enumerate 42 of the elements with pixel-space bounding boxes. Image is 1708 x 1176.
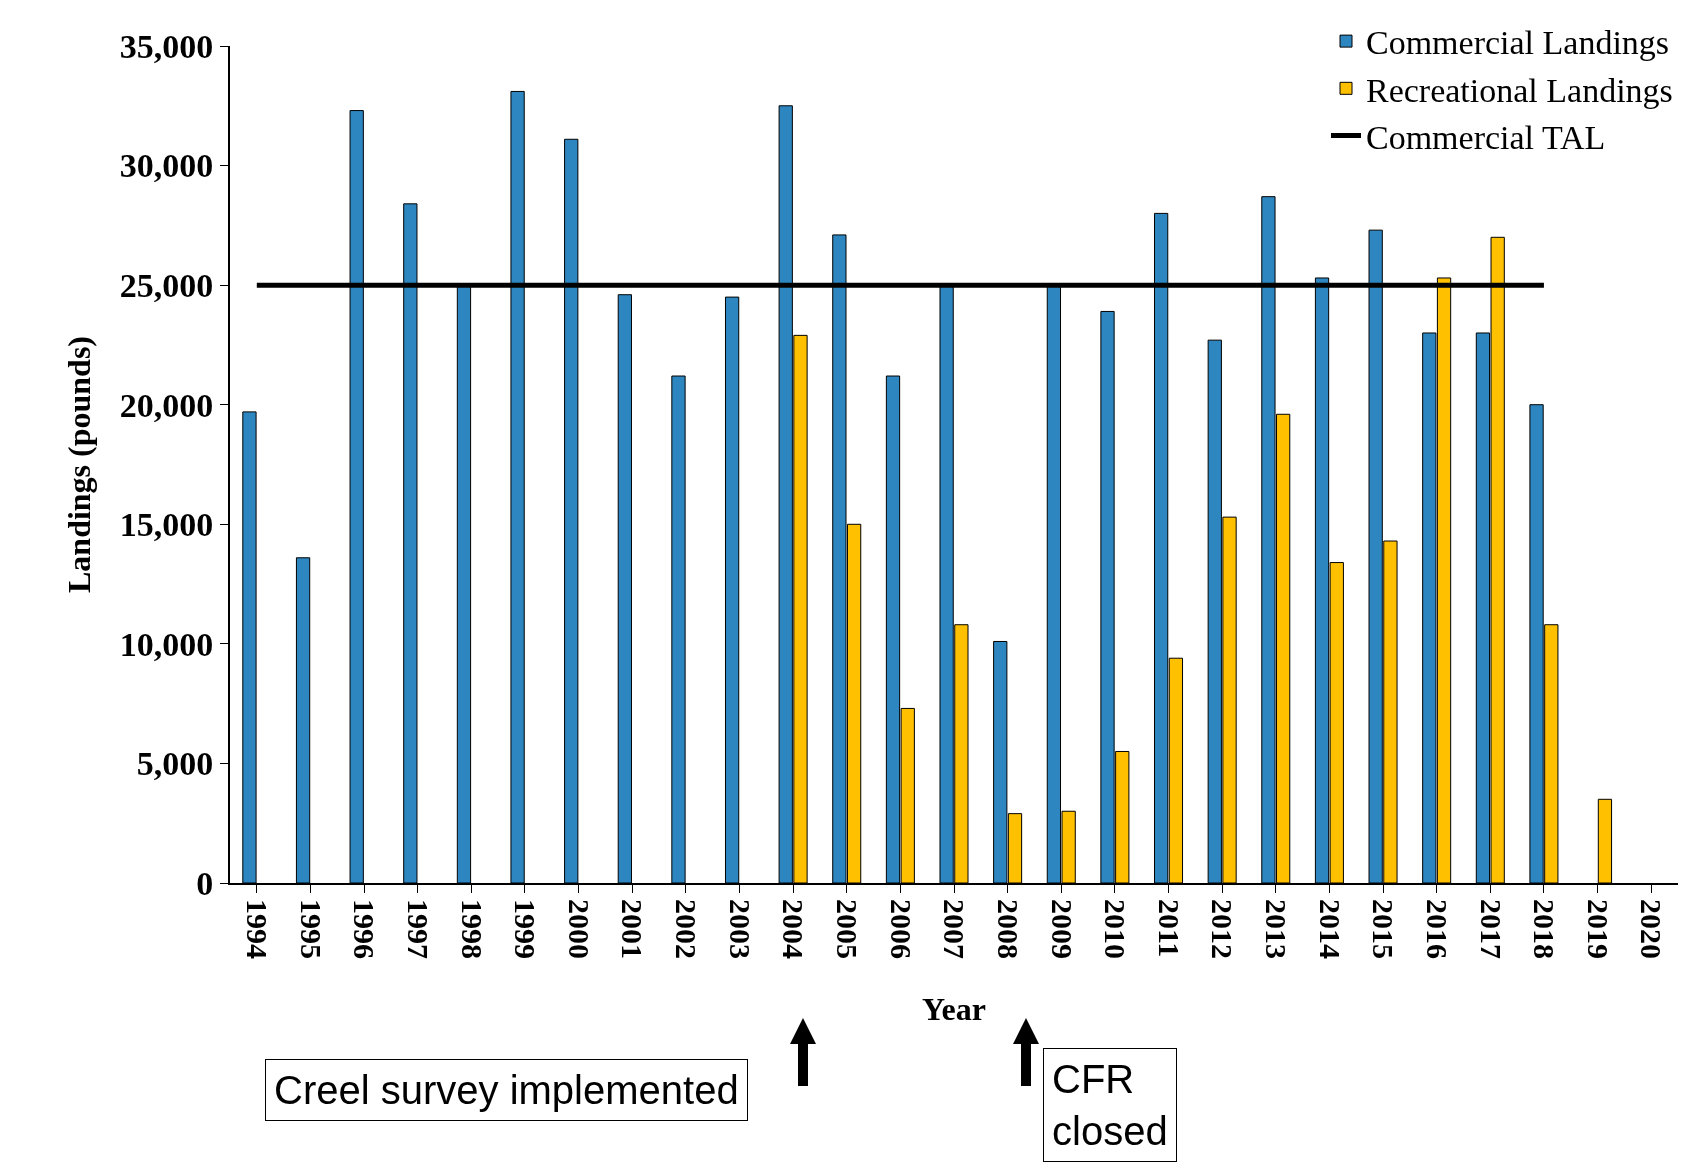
x-tick-label: 2009 [1045,899,1079,959]
x-tick-label: 2007 [938,899,972,959]
x-tick-label: 2018 [1528,899,1562,959]
x-tick-label: 2020 [1635,899,1669,959]
x-tick-label: 2006 [884,899,918,959]
legend-label: Commercial Landings [1366,24,1670,62]
x-tick-label: 2005 [830,899,864,959]
text: Creel survey implemented [274,1068,739,1112]
x-tick-label: 2013 [1260,899,1294,959]
x-tick-label: 2002 [670,899,704,959]
y-tick-label: 35,000 [119,27,214,65]
x-tick-label: 2008 [991,899,1025,959]
x-tick-label: 2004 [777,899,811,959]
x-tick-label: 2015 [1367,899,1401,959]
x-tick-label: 2003 [723,899,757,959]
x-tick-label: 1994 [241,899,275,959]
x-tick-label: 2010 [1099,899,1133,959]
x-tick-label: 2001 [616,899,650,959]
x-tick-label: 1996 [348,899,382,959]
x-tick-label: 2017 [1474,899,1508,959]
y-tick-label: 15,000 [119,506,214,544]
legend-label: Commercial TAL [1366,118,1606,156]
y-tick-label: 5,000 [136,745,214,783]
x-tick-label: 1995 [294,899,328,959]
x-tick-label: 2012 [1206,899,1240,959]
x-tick-label: 1997 [401,899,435,959]
legend-label: Recreational Landings [1366,71,1673,109]
x-tick-label: 2019 [1581,899,1615,959]
y-axis-title: Landings (pounds) [60,335,97,594]
x-tick-label: 1999 [509,899,543,959]
x-tick-label: 2000 [562,899,596,959]
x-tick-label: 2014 [1313,899,1347,959]
y-tick-label: 0 [196,864,214,902]
y-tick-label: 20,000 [119,386,214,424]
x-tick-label: 2016 [1420,899,1454,959]
y-tick-label: 25,000 [119,267,214,305]
y-tick-label: 30,000 [119,147,214,185]
x-tick-label: 1998 [455,899,489,959]
y-tick-label: 10,000 [119,625,214,663]
x-axis-title: Year [922,991,986,1028]
text: CFR closed [1052,1057,1168,1153]
x-tick-label: 2011 [1152,899,1186,958]
